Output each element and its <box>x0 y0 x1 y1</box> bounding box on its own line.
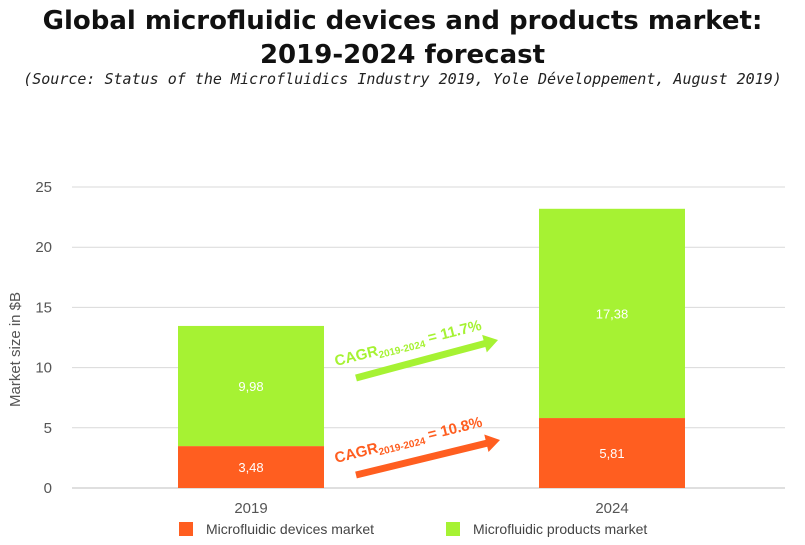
cagr-label-part: 2019-2024 <box>378 436 427 458</box>
x-tick-label: 2019 <box>234 500 267 517</box>
cagr-arrow <box>355 334 499 382</box>
cagr-arrow-shape <box>355 334 499 382</box>
data-label: 5,81 <box>599 446 624 461</box>
chart-source: (Source: Status of the Microfluidics Ind… <box>23 70 782 88</box>
bar-devices-2024 <box>539 418 685 488</box>
y-tick-label: 0 <box>44 480 52 497</box>
data-label: 9,98 <box>238 379 263 394</box>
y-tick-label: 5 <box>44 420 52 437</box>
y-tick-label: 15 <box>35 299 52 316</box>
cagr-label-part: CAGR <box>333 343 380 370</box>
legend-label: Microfluidic products market <box>473 521 647 537</box>
legend-label: Microfluidic devices market <box>206 521 374 537</box>
cagr-label-part: = 10.8% <box>422 414 484 445</box>
data-label: 3,48 <box>238 460 263 475</box>
chart-title-line-2: 2019-2024 forecast <box>259 40 546 70</box>
y-tick-label: 25 <box>35 179 52 196</box>
legend-swatch <box>179 522 193 536</box>
y-tick-label: 10 <box>35 360 52 377</box>
cagr-arrow <box>355 434 500 479</box>
chart-title: Global microfluidic devices and products… <box>0 4 805 72</box>
chart-title-line-1: Global microfluidic devices and products… <box>42 6 763 36</box>
bar-products-2024 <box>539 208 685 419</box>
bar-products-2019 <box>178 325 324 447</box>
x-tick-label: 2024 <box>595 500 628 517</box>
cagr-arrow-shape <box>355 434 500 479</box>
data-label: 17,38 <box>596 306 629 321</box>
y-tick-label: 20 <box>35 239 52 256</box>
bar-devices-2019 <box>178 446 324 488</box>
cagr-label-part: CAGR <box>333 440 380 467</box>
y-axis-label: Market size in $B <box>7 292 24 407</box>
legend-swatch <box>446 522 460 536</box>
